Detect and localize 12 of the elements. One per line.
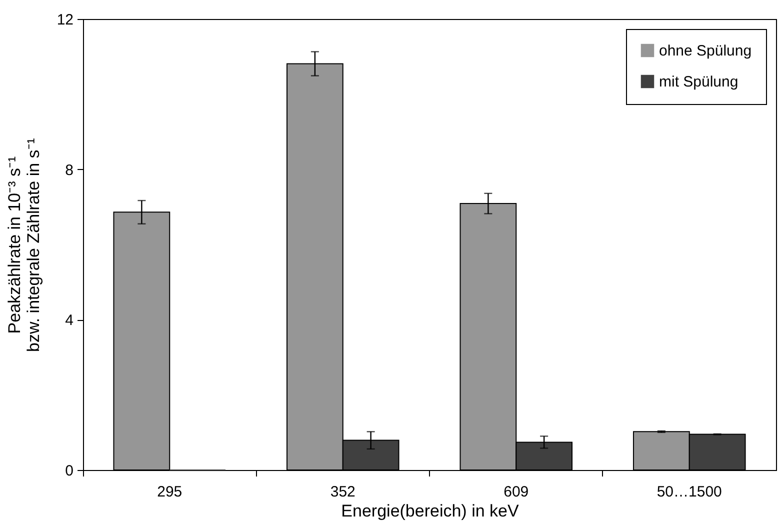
x-tick-label: 352 <box>330 484 356 500</box>
y-tick-label: 12 <box>56 12 74 28</box>
x-tick-label: 609 <box>504 484 529 500</box>
legend-label: mit Spülung <box>659 74 738 90</box>
y-axis-title: Peakzählrate in 10⁻³ s⁻¹ bzw. integrale Zählrate in s⁻¹ <box>4 138 43 352</box>
x-axis-title: Energie(bereich) in keV <box>341 502 520 520</box>
legend-label: ohne Spülung <box>659 42 752 60</box>
y-tick-label: 0 <box>65 462 74 480</box>
x-tick-label: 50…1500 <box>656 484 722 500</box>
y-tick-label: 8 <box>65 162 74 179</box>
y-tick-label: 4 <box>65 312 74 330</box>
x-tick-label: 295 <box>157 484 182 500</box>
